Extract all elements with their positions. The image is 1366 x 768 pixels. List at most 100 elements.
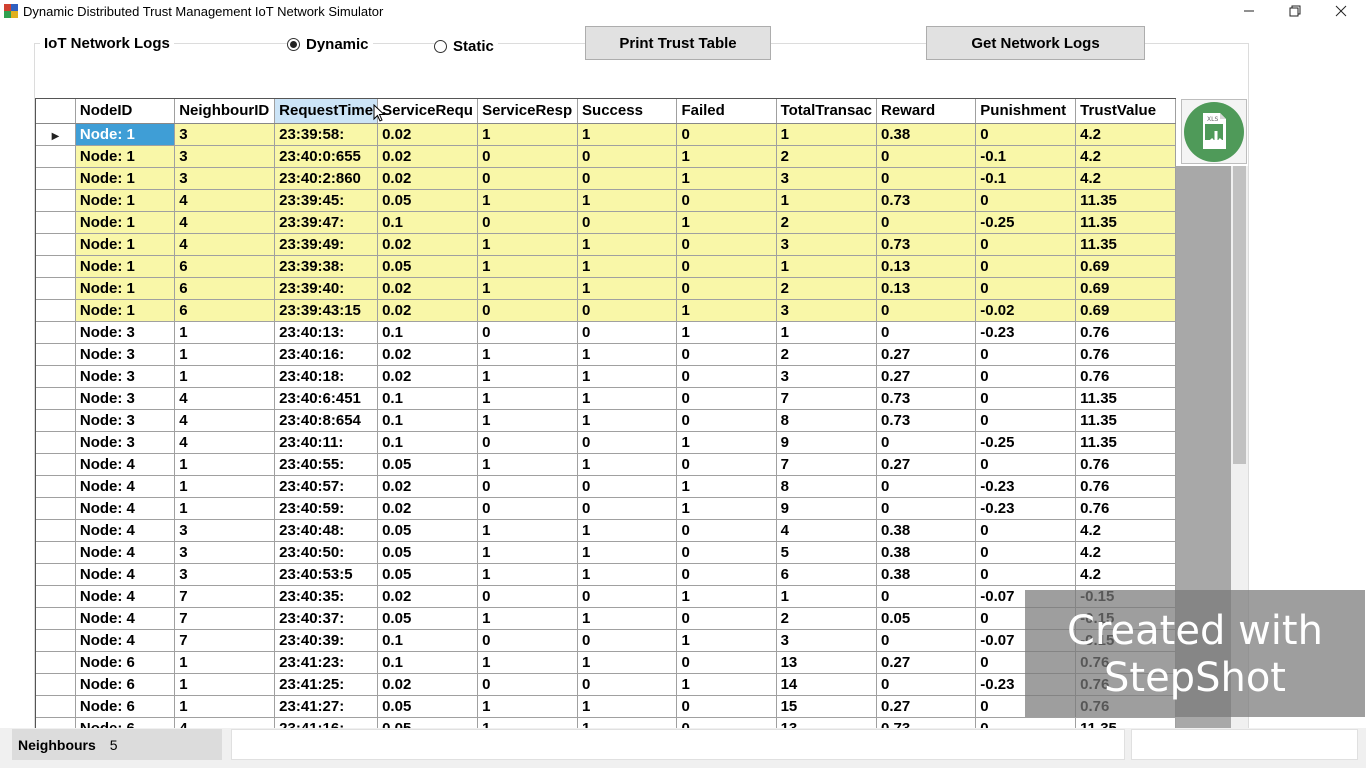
table-cell[interactable]: 23:40:6:451 [274,387,379,410]
table-cell[interactable]: 0 [477,585,579,608]
table-cell[interactable]: 23:40:39: [274,629,379,652]
table-cell[interactable]: 0 [676,519,777,542]
table-cell[interactable]: 23:39:47: [274,211,379,234]
table-cell[interactable]: 1 [477,607,579,630]
row-header[interactable] [36,189,76,212]
table-cell[interactable]: 9 [776,431,877,454]
row-header[interactable] [36,299,76,322]
table-cell[interactable]: 1 [776,255,877,278]
table-row[interactable]: Node: 1 4 23:39:45: 0.05 1 1 0 1 0.73 0 11.35 [36,189,1176,212]
table-cell[interactable]: 0.27 [876,695,977,718]
table-cell[interactable]: Node: 1 [75,189,176,212]
table-cell[interactable]: 0.05 [377,189,479,212]
table-cell[interactable]: 0 [477,167,579,190]
table-cell[interactable]: Node: 4 [75,497,176,520]
table-cell[interactable]: 0.1 [377,651,479,674]
table-cell[interactable]: Node: 4 [75,563,176,586]
table-cell[interactable]: 3 [174,167,276,190]
table-cell[interactable]: 23:40:18: [274,365,379,388]
row-header[interactable] [36,585,76,608]
table-cell[interactable]: 1 [174,673,276,696]
radio-dynamic[interactable]: Dynamic [287,36,373,53]
table-cell[interactable]: 0.05 [377,519,479,542]
table-cell[interactable]: 1 [577,541,678,564]
table-cell[interactable]: 11.35 [1075,409,1176,432]
print-trust-table-button[interactable]: Print Trust Table [585,26,771,60]
table-cell[interactable]: 1 [776,321,877,344]
trust-table-grid[interactable]: NodeID NeighbourID RequestTime ServiceRequ S… [35,98,1176,728]
table-cell[interactable]: -0.02 [975,299,1077,322]
table-cell[interactable]: 3 [776,233,877,256]
column-header-success[interactable]: Success [577,99,678,124]
table-cell[interactable]: 0 [477,497,579,520]
table-cell[interactable]: 0.69 [1075,255,1176,278]
table-cell[interactable]: 0 [577,629,678,652]
table-cell[interactable]: 11.35 [1075,189,1176,212]
table-cell[interactable]: 0 [676,607,777,630]
table-cell[interactable]: 1 [676,321,777,344]
table-cell[interactable]: 3 [174,519,276,542]
table-cell[interactable]: 1 [776,123,877,146]
table-cell[interactable]: 1 [477,365,579,388]
table-cell[interactable]: 0.02 [377,233,479,256]
table-cell[interactable]: 4.2 [1075,563,1176,586]
table-cell[interactable]: 0 [975,409,1077,432]
table-cell[interactable]: 8 [776,409,877,432]
column-header-reward[interactable]: Reward [876,99,977,124]
table-cell[interactable]: 0.02 [377,673,479,696]
table-cell[interactable]: 0 [876,431,977,454]
table-cell[interactable]: Node: 4 [75,585,176,608]
table-cell[interactable]: 0 [876,211,977,234]
table-cell[interactable]: 1 [676,475,777,498]
table-cell[interactable]: 3 [174,563,276,586]
table-cell[interactable]: Node: 1 [75,123,176,146]
table-cell[interactable]: 23:40:13: [274,321,379,344]
table-cell[interactable]: 0.02 [377,299,479,322]
column-header-servicerequ[interactable]: ServiceRequ [377,99,479,124]
table-cell[interactable]: 1 [477,343,579,366]
table-cell[interactable]: Node: 3 [75,431,176,454]
row-header[interactable] [36,431,76,454]
table-cell[interactable]: 1 [577,519,678,542]
table-cell[interactable]: Node: 6 [75,717,176,728]
table-cell[interactable]: 0.1 [377,409,479,432]
table-cell[interactable]: 0 [676,365,777,388]
row-header[interactable] [36,541,76,564]
table-row[interactable]: ▶ Node: 1 3 23:39:58: 0.02 1 1 0 1 0.38 0 4.2 [36,123,1176,146]
table-cell[interactable]: -0.23 [975,475,1077,498]
table-cell[interactable]: 0.69 [1075,277,1176,300]
scrollbar-thumb[interactable] [1233,166,1246,464]
row-header[interactable] [36,409,76,432]
table-cell[interactable]: 4.2 [1075,145,1176,168]
table-cell[interactable]: Node: 3 [75,321,176,344]
table-cell[interactable]: 0.02 [377,343,479,366]
table-cell[interactable]: 0.02 [377,145,479,168]
table-row[interactable]: Node: 4 1 23:40:55: 0.05 1 1 0 7 0.27 0 0.76 [36,453,1176,476]
table-cell[interactable]: 0.02 [377,123,479,146]
table-cell[interactable]: 9 [776,497,877,520]
table-cell[interactable]: 0 [577,167,678,190]
table-cell[interactable]: 0.13 [876,255,977,278]
table-cell[interactable]: 2 [776,607,877,630]
table-cell[interactable]: 0.76 [1075,497,1176,520]
table-cell[interactable]: 1 [676,299,777,322]
table-cell[interactable]: 1 [776,189,877,212]
table-cell[interactable]: 0.13 [876,277,977,300]
table-cell[interactable]: 0 [975,189,1077,212]
table-cell[interactable]: Node: 6 [75,651,176,674]
table-cell[interactable]: 1 [174,497,276,520]
table-cell[interactable]: 0.1 [377,321,479,344]
table-cell[interactable]: Node: 4 [75,475,176,498]
table-cell[interactable]: 1 [477,409,579,432]
row-header[interactable] [36,607,76,630]
row-header[interactable] [36,277,76,300]
table-cell[interactable]: 0.05 [377,563,479,586]
table-cell[interactable]: 1 [577,607,678,630]
table-cell[interactable]: 0 [676,123,777,146]
table-row[interactable]: Node: 4 3 23:40:50: 0.05 1 1 0 5 0.38 0 4.2 [36,541,1176,564]
table-cell[interactable]: 1 [577,255,678,278]
minimize-button[interactable] [1226,0,1272,22]
table-cell[interactable]: 1 [477,651,579,674]
table-cell[interactable]: 0.27 [876,651,977,674]
table-cell[interactable]: 6 [776,563,877,586]
